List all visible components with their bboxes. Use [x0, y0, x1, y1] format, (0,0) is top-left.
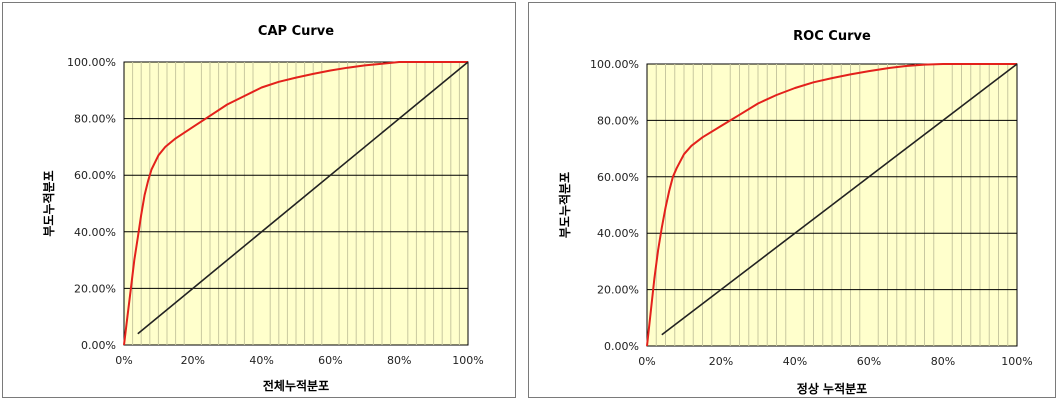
roc-y-tick-label: 80.00%	[597, 114, 639, 127]
roc-x-tick-label: 20%	[709, 355, 733, 368]
roc-chart-title: ROC Curve	[793, 29, 871, 44]
roc-y-tick-label: 40.00%	[597, 227, 639, 240]
roc-diagonal-line	[661, 63, 1018, 336]
roc-x-tick-label: 0%	[638, 355, 655, 368]
roc-x-tick-label: 60%	[857, 355, 881, 368]
cap-x-tick-label: 60%	[318, 354, 342, 367]
cap-y-tick-label: 60.00%	[74, 169, 116, 182]
cap-x-tick-label: 100%	[452, 354, 483, 367]
cap-chart: CAP Curve 0.00% 20.00% 40.00% 60.00% 80.00% 10…	[41, 24, 484, 393]
cap-diagonal-line	[137, 61, 469, 335]
cap-x-tick-label: 80%	[387, 354, 411, 367]
roc-y-tick-label: 0.00%	[604, 340, 639, 353]
cap-y-tick-label: 40.00%	[74, 226, 116, 239]
cap-x-tick-label: 40%	[249, 354, 273, 367]
roc-x-tick-label: 80%	[931, 355, 955, 368]
cap-y-tick-label: 80.00%	[74, 113, 116, 126]
roc-y-tick-label: 100.00%	[590, 58, 639, 71]
cap-model-curve	[123, 61, 468, 346]
cap-chart-title: CAP Curve	[258, 24, 334, 39]
cap-y-tick-label: 20.00%	[74, 282, 116, 295]
cap-x-axis-label: 전체누적분포	[263, 378, 329, 393]
cap-y-axis-label: 부도누적분포	[41, 170, 56, 236]
roc-y-tick-label: 20.00%	[597, 284, 639, 297]
roc-y-axis-label: 부도누적분포	[557, 172, 572, 238]
roc-x-axis-label: 정상 누적분포	[797, 381, 867, 396]
roc-y-tick-label: 60.00%	[597, 171, 639, 184]
roc-chart-panel: ROC Curve 0.00% 20.00% 40.00% 60.00% 80.00% 10…	[528, 2, 1056, 398]
cap-y-tick-label: 100.00%	[67, 56, 116, 69]
cap-x-tick-label: 20%	[181, 354, 205, 367]
roc-x-tick-label: 100%	[1001, 355, 1032, 368]
cap-x-tick-label: 0%	[115, 354, 132, 367]
cap-chart-panel: CAP Curve 0.00% 20.00% 40.00% 60.00% 80.00% 10…	[2, 2, 516, 398]
cap-y-tick-label: 0.00%	[81, 339, 116, 352]
roc-model-curve	[646, 63, 1017, 347]
roc-chart: ROC Curve 0.00% 20.00% 40.00% 60.00% 80.00% 10…	[557, 29, 1033, 396]
roc-x-tick-label: 40%	[783, 355, 807, 368]
